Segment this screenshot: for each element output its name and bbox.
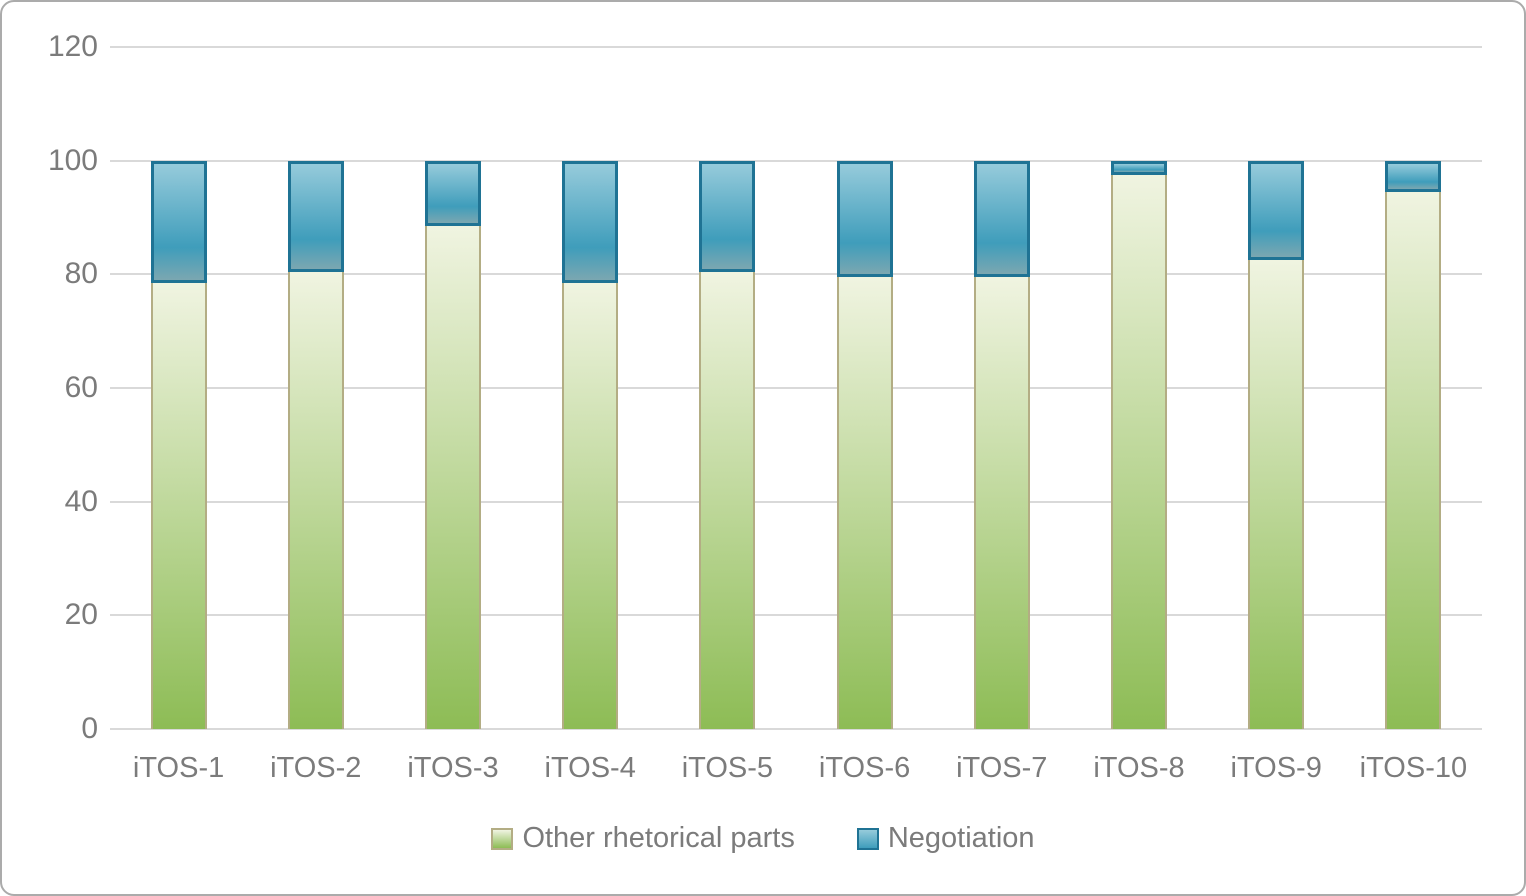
bar-segment-negotiation — [1111, 160, 1167, 176]
x-tick-label: iTOS-6 — [818, 752, 911, 784]
bar-segment-other-rhetorical-parts — [699, 268, 756, 729]
gridline — [110, 273, 1482, 276]
bar-segment-other-rhetorical-parts — [1111, 172, 1167, 729]
bar-segment-other-rhetorical-parts — [562, 280, 619, 729]
x-tick-label: iTOS-3 — [407, 752, 499, 784]
x-tick-label: iTOS-5 — [681, 752, 774, 784]
bar-segment-negotiation — [287, 160, 344, 272]
bar-segment-other-rhetorical-parts — [150, 280, 207, 729]
bar-segment-other-rhetorical-parts — [287, 268, 344, 729]
bar-segment-other-rhetorical-parts — [425, 223, 481, 729]
bar-segment-negotiation — [150, 160, 207, 283]
y-tick-label: 120 — [47, 30, 98, 63]
gridline — [110, 614, 1482, 617]
y-tick-label: 20 — [64, 598, 98, 632]
bar-segment-other-rhetorical-parts — [973, 274, 1030, 729]
bar-segment-negotiation — [1385, 160, 1442, 193]
chart-legend: Other rhetorical parts Negotiation — [2, 824, 1524, 853]
gridline — [110, 46, 1482, 48]
y-tick-label: 80 — [64, 257, 98, 291]
x-tick-label: iTOS-7 — [956, 752, 1048, 784]
gridline — [110, 159, 1482, 162]
y-tick-label: 60 — [64, 371, 98, 404]
legend-label: Other rhetorical parts — [522, 822, 795, 854]
bar-segment-negotiation — [425, 160, 481, 227]
blue-gradient-square-icon — [856, 827, 879, 850]
bar-segment-negotiation — [1248, 160, 1305, 261]
bar-segment-negotiation — [562, 160, 619, 283]
x-tick-label: iTOS-10 — [1359, 752, 1468, 784]
y-tick-label: 100 — [47, 143, 98, 177]
x-tick-label: iTOS-2 — [270, 752, 362, 784]
x-tick-label: iTOS-9 — [1230, 752, 1322, 784]
x-tick-label: iTOS-4 — [544, 752, 636, 784]
gridline — [110, 500, 1482, 503]
bar-segment-other-rhetorical-parts — [836, 274, 893, 729]
legend-item: Negotiation — [856, 822, 1035, 854]
y-tick-label: 40 — [64, 484, 98, 518]
bar-segment-negotiation — [836, 160, 893, 278]
x-tick-label: iTOS-1 — [132, 752, 225, 784]
green-gradient-square-icon — [491, 827, 514, 850]
gridline — [110, 387, 1482, 389]
x-tick-label: iTOS-8 — [1093, 752, 1185, 784]
y-tick-label: 0 — [81, 712, 98, 745]
legend-item: Other rhetorical parts — [491, 822, 795, 854]
bar-segment-negotiation — [699, 160, 756, 272]
bar-segment-other-rhetorical-parts — [1385, 189, 1442, 729]
legend-label: Negotiation — [887, 822, 1035, 854]
gridline — [110, 728, 1482, 730]
bar-segment-other-rhetorical-parts — [1248, 257, 1305, 729]
bar-segment-negotiation — [973, 160, 1030, 278]
